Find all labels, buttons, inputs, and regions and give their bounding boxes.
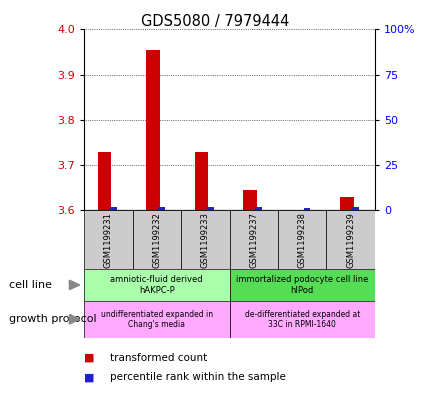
Bar [339,196,353,210]
Text: immortalized podocyte cell line
hIPod: immortalized podocyte cell line hIPod [236,275,368,295]
Bar [110,207,116,210]
Text: amniotic-fluid derived
hAKPC-P: amniotic-fluid derived hAKPC-P [110,275,203,295]
Bar [243,190,256,210]
Text: ■: ■ [84,372,94,382]
Bar [229,210,277,269]
Bar [158,207,165,210]
Polygon shape [69,314,80,324]
Text: undifferentiated expanded in
Chang's media: undifferentiated expanded in Chang's med… [101,310,212,329]
Bar [303,208,310,210]
Text: GSM1199231: GSM1199231 [104,212,113,268]
Bar [206,207,213,210]
Bar [84,210,132,269]
Bar [97,151,111,210]
Bar [229,301,374,338]
Bar [194,151,208,210]
Text: GSM1199232: GSM1199232 [152,212,161,268]
Text: growth protocol: growth protocol [9,314,96,324]
Bar [84,269,229,301]
Bar [181,210,229,269]
Bar [277,210,326,269]
Text: GDS5080 / 7979444: GDS5080 / 7979444 [141,14,289,29]
Bar [255,207,261,210]
Bar [132,210,181,269]
Bar [146,50,160,210]
Bar [326,210,374,269]
Text: GSM1199237: GSM1199237 [249,212,258,268]
Text: percentile rank within the sample: percentile rank within the sample [110,372,285,382]
Text: transformed count: transformed count [110,353,207,363]
Text: cell line: cell line [9,280,52,290]
Bar [351,207,358,210]
Bar [84,301,229,338]
Bar [229,269,374,301]
Text: GSM1199239: GSM1199239 [345,212,354,268]
Text: ■: ■ [84,353,94,363]
Text: GSM1199233: GSM1199233 [200,212,209,268]
Text: de-differentiated expanded at
33C in RPMI-1640: de-differentiated expanded at 33C in RPM… [244,310,359,329]
Text: GSM1199238: GSM1199238 [297,212,306,268]
Polygon shape [69,280,80,290]
